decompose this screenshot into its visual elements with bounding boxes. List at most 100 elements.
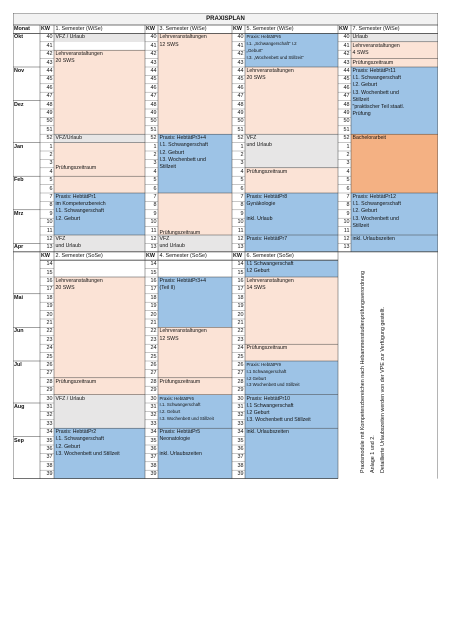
week-number: 27 — [237, 370, 244, 377]
semester-5-block-line: „Geburt“ — [246, 47, 263, 53]
week-number: 44 — [150, 68, 157, 74]
week-number: 5 — [153, 177, 157, 184]
semester-7-block-line: I.3. Wochenbett und — [352, 89, 399, 96]
semester-1-block-line — [56, 158, 144, 165]
week-number: 28 — [150, 378, 157, 385]
month-label: Apr — [14, 244, 24, 251]
semester-6-block-line: I.2 Geburt — [246, 268, 270, 275]
semester-4-block-line: (Teil II) — [159, 285, 176, 292]
week-number: 15 — [237, 269, 244, 276]
semester-7-block-line: Prüfungszeitraum — [352, 59, 394, 66]
month-label: Jul — [14, 362, 22, 368]
semester-7-block-line: Prüfung — [352, 111, 371, 118]
week-number: 22 — [46, 328, 53, 335]
week-number: 1 — [49, 143, 53, 150]
week-number: 40 — [150, 34, 157, 41]
week-number: 17 — [237, 286, 244, 293]
semester-7-block: Urlaub — [351, 33, 438, 42]
header-kw: KW — [41, 26, 50, 32]
semester-1-block-line — [56, 151, 144, 158]
semester-1-block-line: und Urlaub — [55, 243, 81, 250]
semester-7-block-line: inkl. Urlaubszeiten — [352, 236, 395, 242]
semester-7-block-line: Urlaub — [352, 34, 368, 41]
header-semester-3: 3. Semester (WiSe) — [159, 26, 207, 32]
week-number: 19 — [150, 303, 157, 310]
semester-7-block-line: Praxis: HebtätPr11 — [352, 68, 396, 74]
week-number: 51 — [237, 126, 244, 133]
week-number: 30 — [150, 395, 157, 402]
semester-3-block-line: und Urlaub — [159, 243, 185, 250]
week-number: 6 — [49, 185, 53, 192]
semester-2-block: VFZ / Urlaub — [54, 394, 145, 429]
semester-6-block-line: Praxis: HebtätPr9 — [246, 362, 281, 367]
semester-3-block-line: I.2. Geburt — [159, 149, 185, 156]
semester-4-block-line: I.1. Schwangerschaft — [159, 402, 201, 408]
week-number: 38 — [46, 462, 53, 469]
week-number: 18 — [46, 294, 53, 301]
week-number: 2 — [49, 152, 53, 158]
semester-4-block: Praxis: HebtätPr5 Neonatologie inkl. Urla… — [158, 428, 232, 479]
week-number: 4 — [240, 168, 244, 175]
header-kw: KW — [233, 252, 242, 259]
semester-5-block-line: inkl. Urlaub — [246, 215, 273, 222]
semester-1-block-line: VFZ / Urlaub — [55, 34, 85, 41]
week-number: 12 — [46, 236, 53, 242]
week-number: 52 — [46, 135, 53, 142]
week-number: 15 — [46, 269, 53, 276]
semester-1-block-line: im Kompetenzbereich — [55, 201, 106, 208]
week-number: 30 — [46, 395, 53, 402]
semester-3-block-line: Praxis: HebtätPr3+4 — [159, 135, 207, 142]
week-number: 10 — [150, 219, 157, 226]
week-number: 22 — [237, 328, 244, 335]
week-number: 10 — [343, 219, 350, 226]
week-number: 37 — [237, 454, 244, 461]
week-number: 47 — [237, 93, 244, 100]
week-number: 48 — [237, 101, 244, 108]
week-number: 2 — [346, 152, 350, 158]
semester-6-block: Praxis: HebtätPr9 I.1 Schwangerschaft I.2 … — [245, 361, 338, 395]
semester-3-block: VFZ und Urlaub — [158, 235, 232, 252]
week-number: 14 — [237, 261, 244, 268]
semester-6-block-line: 14 SWS — [246, 285, 266, 292]
week-number: 21 — [237, 320, 244, 326]
week-number: 51 — [46, 126, 53, 133]
week-number: 24 — [150, 345, 157, 352]
semester-7-block: Praxis: HebtätPr12 I.1. Schwangerschaft I.… — [351, 193, 438, 235]
week-number: 42 — [343, 51, 350, 58]
week-number: 32 — [150, 412, 157, 419]
semester-1-block-line: I.2. Geburt — [55, 215, 81, 222]
semester-3-block-line: I.3. Wochenbett und — [159, 156, 206, 163]
week-number: 13 — [150, 244, 157, 251]
semester-6-block: Lehrveranstaltungen 14 SWS — [245, 277, 338, 345]
semester-2-block: Lehrveranstaltungen 20 SWS — [54, 277, 145, 378]
vertical-note: Praxismodule mit Kompetenzbereichen nach… — [360, 270, 366, 473]
week-number: 40 — [237, 34, 244, 41]
week-number: 19 — [237, 303, 244, 310]
semester-5-block-line: und Urlaub — [246, 142, 272, 149]
semester-3-block-line: Prüfungszeitraum — [159, 230, 201, 235]
week-number: 41 — [46, 42, 53, 49]
week-number: 18 — [150, 294, 157, 301]
week-number: 14 — [46, 261, 53, 268]
week-number: 25 — [237, 353, 244, 360]
week-number: 52 — [237, 135, 244, 142]
week-number: 1 — [153, 143, 157, 150]
week-number: 37 — [46, 454, 53, 461]
week-number: 48 — [343, 101, 350, 108]
semester-5-block: Praxis: HebtätPr7 — [245, 235, 338, 252]
week-number: 36 — [150, 446, 157, 452]
semester-6-block-line: Praxis: HebtätPr10 — [246, 395, 291, 402]
week-number: 2 — [153, 152, 157, 158]
week-number: 31 — [46, 404, 53, 410]
week-number: 16 — [46, 278, 53, 284]
week-number: 45 — [237, 76, 244, 83]
week-number: 43 — [150, 59, 157, 66]
semester-6-block-line: I.2 Geburt — [246, 375, 267, 381]
week-number: 9 — [346, 210, 350, 217]
week-number: 1 — [346, 143, 350, 150]
semester-5-block: VFZ und Urlaub — [245, 134, 338, 168]
semester-6-block: Praxis: HebtätPr10 I.1 Schwangerschaft I.2… — [245, 394, 338, 429]
semester-3-block-line: I.1. Schwangerschaft — [159, 142, 208, 149]
semester-2-block-line: Lehrveranstaltungen — [55, 278, 103, 284]
semester-3-block-line — [160, 223, 231, 230]
